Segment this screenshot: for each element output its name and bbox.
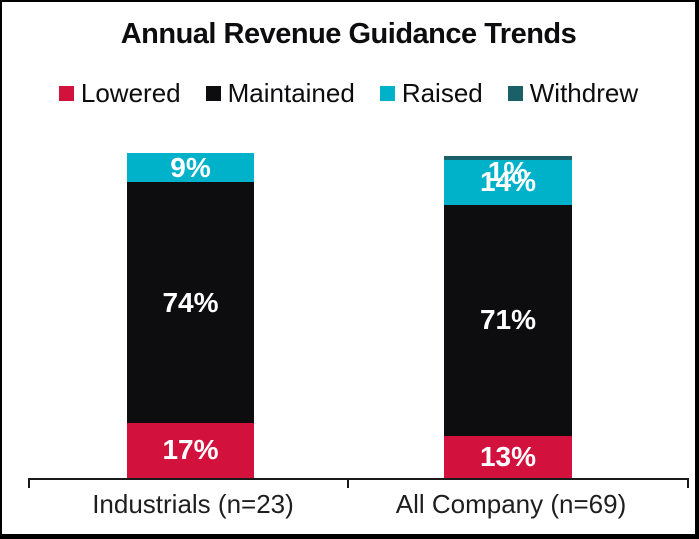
legend-label: Raised	[401, 78, 483, 108]
bar-industrials: 17% 74% 9%	[127, 153, 254, 478]
category-label-industrials: Industrials (n=23)	[92, 489, 294, 519]
legend-item-lowered: Lowered	[58, 78, 181, 109]
axis-tick	[28, 478, 30, 488]
legend-item-maintained: Maintained	[205, 78, 355, 109]
bar-segment-lowered: 17%	[127, 422, 254, 478]
legend-label: Withdrew	[529, 78, 639, 108]
legend-swatch-icon	[205, 86, 221, 101]
segment-value-label: 1%	[487, 155, 529, 187]
legend-item-withdrew: Withdrew	[507, 78, 639, 109]
axis-tick	[687, 478, 689, 488]
axis-tick	[347, 478, 349, 488]
segment-value-label: 13%	[479, 440, 537, 472]
segment-value-label: 74%	[162, 286, 219, 318]
plot-area: 17% 74% 9% 13% 71% 14% 1% Industrials (n=23) …	[2, 2, 695, 534]
segment-value-label: 14%	[479, 166, 537, 198]
legend-item-raised: Raised	[379, 78, 483, 109]
legend-swatch-icon	[507, 86, 523, 101]
category-label-all-company: All Company (n=69)	[395, 489, 627, 519]
legend: Lowered Maintained Raised Withdrew	[2, 78, 695, 109]
bar-all-company: 13% 71% 14% 1%	[444, 156, 572, 478]
bar-segment-maintained: 71%	[444, 205, 572, 436]
bar-segment-lowered: 13%	[444, 435, 572, 478]
bar-segment-raised: 9%	[127, 151, 254, 183]
legend-label: Lowered	[80, 78, 181, 108]
segment-value-label: 9%	[170, 151, 211, 183]
legend-swatch-icon	[58, 86, 74, 101]
bar-segment-raised: 14%	[444, 159, 572, 205]
bar-segment-withdrew: 1%	[444, 156, 572, 185]
chart-title: Annual Revenue Guidance Trends	[120, 18, 577, 50]
segment-value-label: 71%	[479, 304, 537, 336]
x-axis-line	[28, 478, 689, 480]
segment-value-label: 17%	[162, 434, 219, 466]
bar-segment-maintained: 74%	[127, 182, 254, 423]
legend-label: Maintained	[227, 78, 355, 108]
legend-swatch-icon	[379, 86, 395, 101]
